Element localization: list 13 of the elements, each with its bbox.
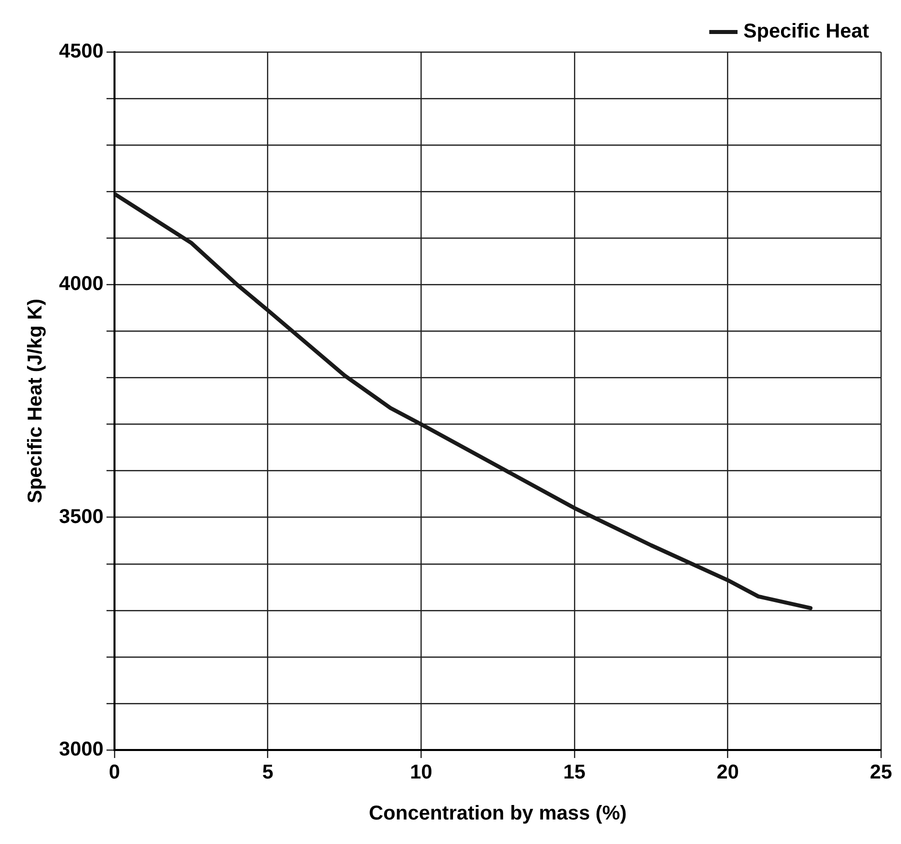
y-axis-title: Specific Heat (J/kg K)	[24, 298, 47, 504]
legend-label: Specific Heat	[743, 20, 870, 43]
y-tick-label: 4500	[58, 40, 104, 63]
y-tick-label: 3000	[58, 738, 104, 761]
x-tick-label: 25	[870, 762, 892, 784]
y-tick-label: 4000	[58, 273, 104, 296]
x-axis-title: Concentration by mass (%)	[368, 802, 627, 825]
x-tick-label: 5	[262, 762, 274, 784]
x-tick-label: 0	[108, 762, 120, 784]
x-tick-label: 10	[410, 762, 432, 784]
x-tick-label: 20	[716, 762, 739, 784]
y-tick-label: 3500	[58, 506, 104, 528]
x-tick-label: 15	[563, 762, 586, 784]
